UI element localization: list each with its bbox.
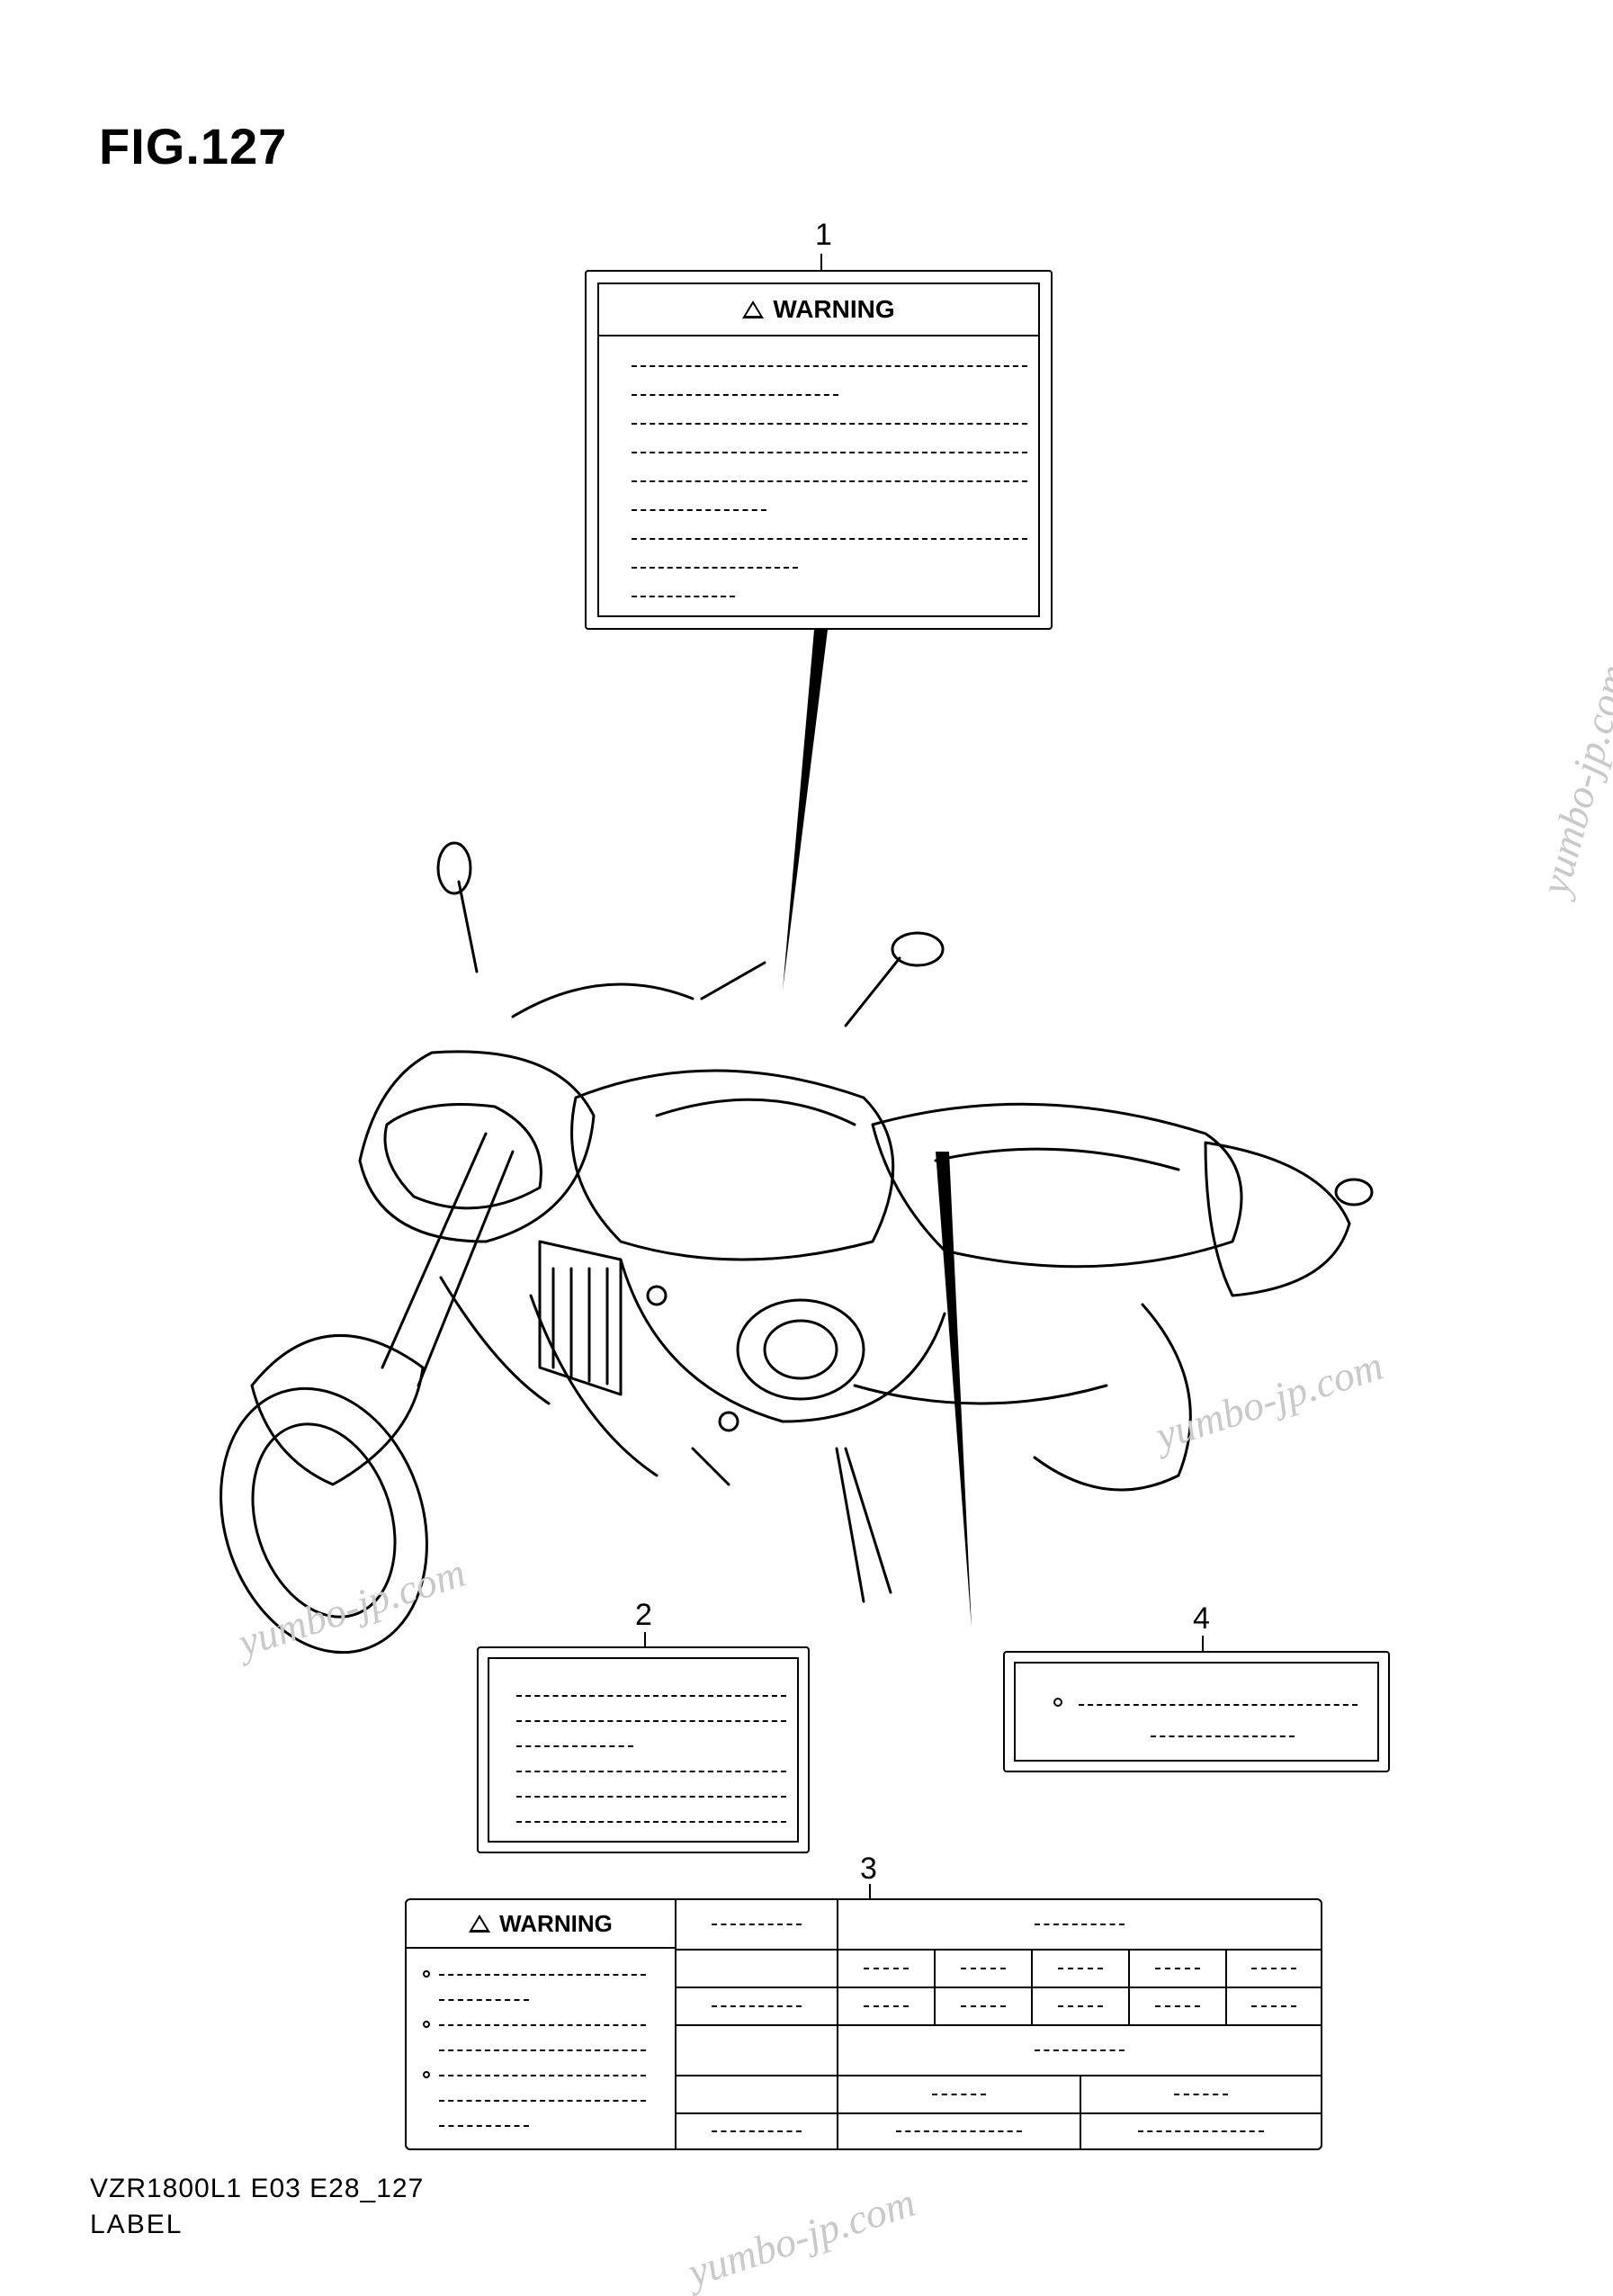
table-row bbox=[677, 1988, 1321, 2026]
callout-3: 3 bbox=[860, 1852, 877, 1887]
table-cell bbox=[677, 2114, 838, 2148]
table-cell bbox=[1081, 2076, 1321, 2112]
table-cell bbox=[677, 1900, 838, 1949]
table-cell bbox=[838, 1900, 1321, 1949]
warning-triangle-icon bbox=[469, 1915, 490, 1933]
warning-text: WARNING bbox=[773, 295, 894, 324]
footer-model: VZR1800L1 E03 E28_127 bbox=[90, 2174, 424, 2204]
dash-line bbox=[439, 2024, 646, 2026]
bullet-circle-icon bbox=[423, 2021, 430, 2028]
table-cell bbox=[1081, 2114, 1321, 2148]
label-1-box: WARNING bbox=[585, 270, 1053, 630]
dash-line bbox=[516, 1821, 786, 1823]
table-cell bbox=[838, 2026, 1321, 2075]
warning-text: WARNING bbox=[499, 1910, 613, 1938]
dash-line bbox=[632, 538, 1027, 540]
table-cell bbox=[677, 1988, 838, 2024]
table-cell bbox=[1227, 1988, 1321, 2024]
dash-line bbox=[439, 2075, 646, 2076]
dash-line bbox=[632, 509, 766, 511]
dash-line bbox=[516, 1771, 786, 1772]
dash-line bbox=[516, 1720, 786, 1722]
table-cell bbox=[1227, 1951, 1321, 1987]
table-cell bbox=[838, 1951, 936, 1987]
dash-line bbox=[516, 1796, 786, 1798]
label-3-table bbox=[677, 1900, 1321, 2148]
label-3-box: WARNING bbox=[405, 1898, 1322, 2150]
footer-label: LABEL bbox=[90, 2210, 183, 2240]
page-root: FIG.127 1 WARNING 2 bbox=[0, 0, 1613, 2285]
table-cell bbox=[838, 2076, 1081, 2112]
dash-line bbox=[632, 423, 1027, 425]
dash-line bbox=[632, 452, 1027, 453]
table-cell bbox=[1130, 1988, 1227, 2024]
dash-line bbox=[632, 394, 838, 396]
table-row bbox=[677, 2026, 1321, 2076]
bullet-circle-icon bbox=[1053, 1698, 1062, 1707]
dash-line bbox=[1151, 1735, 1295, 1737]
dash-line bbox=[1079, 1704, 1358, 1706]
dash-line bbox=[516, 1745, 633, 1747]
label-3-warning-header: WARNING bbox=[407, 1900, 675, 1949]
table-row bbox=[677, 1900, 1321, 1951]
dash-line bbox=[632, 480, 1027, 482]
label-1-inner: WARNING bbox=[597, 283, 1040, 617]
table-cell bbox=[677, 1951, 838, 1987]
dash-line bbox=[439, 2125, 529, 2127]
dash-line bbox=[439, 1974, 646, 1976]
table-cell bbox=[1130, 1951, 1227, 1987]
dash-line bbox=[439, 1999, 529, 2001]
label-2-inner bbox=[488, 1657, 799, 1843]
label-3-warning-col: WARNING bbox=[407, 1900, 677, 2148]
callout-1: 1 bbox=[815, 218, 832, 253]
dash-line bbox=[439, 2100, 646, 2102]
dash-line bbox=[941, 615, 1026, 617]
table-cell bbox=[1033, 1988, 1130, 2024]
dash-line bbox=[632, 365, 1027, 367]
dash-line bbox=[516, 1695, 786, 1697]
bullet-circle-icon bbox=[423, 1970, 430, 1978]
motorcycle-illustration bbox=[153, 738, 1376, 1682]
table-cell bbox=[838, 1988, 936, 2024]
dash-line bbox=[632, 567, 798, 569]
table-row bbox=[677, 2114, 1321, 2148]
table-cell bbox=[677, 2026, 838, 2075]
dash-line bbox=[632, 596, 735, 597]
table-row bbox=[677, 1951, 1321, 1988]
watermark: yumbo-jp.com bbox=[1530, 659, 1613, 900]
dash-line bbox=[439, 2049, 646, 2051]
label-1-header: WARNING bbox=[599, 284, 1038, 336]
table-cell bbox=[838, 2114, 1081, 2148]
warning-triangle-icon bbox=[742, 300, 764, 318]
table-cell bbox=[936, 1951, 1033, 1987]
table-cell bbox=[677, 2076, 838, 2112]
bullet-circle-icon bbox=[423, 2071, 430, 2078]
table-row bbox=[677, 2076, 1321, 2114]
watermark: yumbo-jp.com bbox=[682, 2178, 920, 2296]
table-cell bbox=[1033, 1951, 1130, 1987]
figure-title: FIG.127 bbox=[99, 117, 287, 175]
table-cell bbox=[936, 1988, 1033, 2024]
